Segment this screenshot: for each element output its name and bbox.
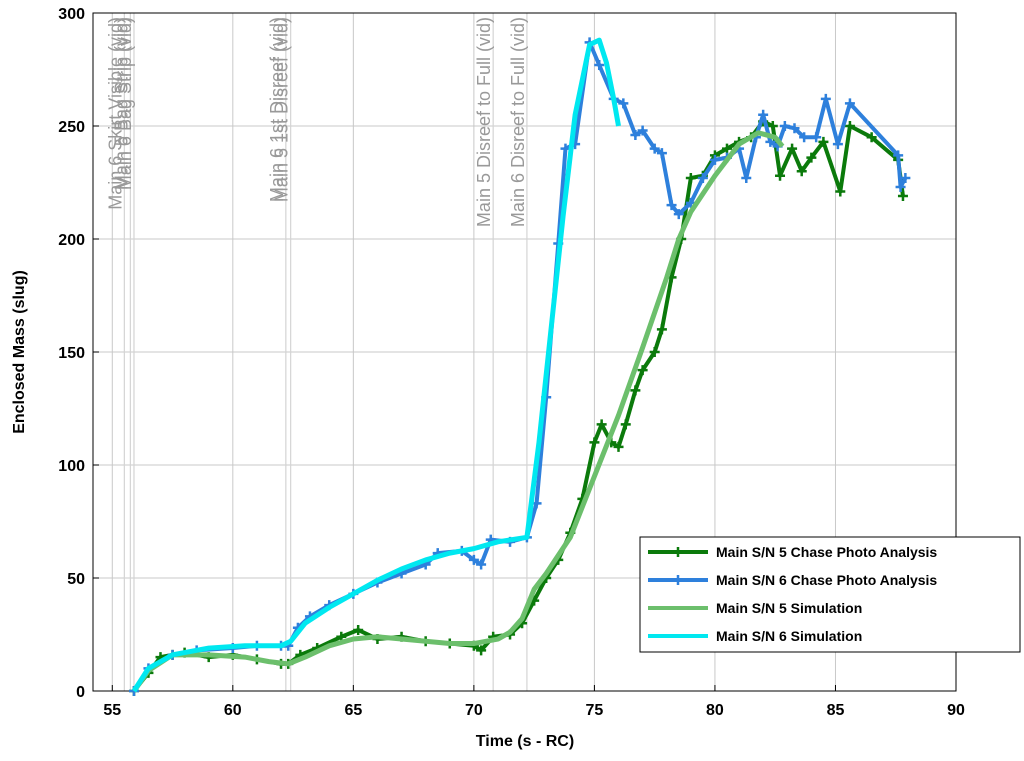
data-marker: [796, 166, 807, 177]
data-marker: [895, 182, 906, 193]
data-marker: [637, 365, 648, 376]
data-marker: [685, 172, 696, 183]
legend-marker: [673, 575, 683, 585]
data-marker: [787, 143, 798, 154]
data-marker: [820, 93, 831, 104]
legend-marker: [673, 547, 683, 557]
data-marker: [844, 121, 855, 131]
y-tick-label: 50: [67, 571, 85, 588]
data-marker: [656, 148, 667, 159]
data-marker: [758, 109, 769, 120]
legend-label: Main S/N 5 Chase Photo Analysis: [716, 544, 937, 560]
legend-box: [639, 536, 1021, 653]
data-marker: [721, 143, 732, 154]
x-tick-label: 75: [586, 702, 604, 719]
y-tick-label: 150: [58, 345, 85, 362]
data-marker: [767, 121, 778, 131]
event-label: Main 6 Bag Strip (vid): [115, 17, 135, 190]
legend-label: Main S/N 6 Simulation: [716, 628, 862, 644]
x-tick-label: 65: [344, 702, 362, 719]
x-axis-label: Time (s - RC): [476, 733, 574, 750]
data-marker: [476, 559, 487, 570]
data-marker: [866, 132, 877, 143]
series-line: [131, 130, 785, 693]
data-marker: [789, 123, 800, 134]
event-label: Main 5 Disreef to Full (vid): [474, 17, 494, 227]
data-marker: [656, 324, 667, 335]
x-tick-label: 90: [947, 702, 965, 719]
data-marker: [697, 172, 708, 183]
event-label: Main 6 Disreef to Full (vid): [508, 17, 528, 227]
data-marker: [353, 624, 364, 635]
x-tick-label: 70: [465, 702, 483, 719]
data-marker: [897, 191, 908, 202]
data-marker: [775, 170, 786, 181]
data-marker: [818, 136, 829, 147]
data-marker: [811, 132, 822, 143]
data-marker: [844, 98, 855, 109]
data-marker: [620, 419, 631, 430]
plot-frame: [92, 12, 957, 692]
data-marker: [900, 172, 911, 183]
data-marker: [594, 59, 605, 70]
x-tick-label: 60: [224, 702, 242, 719]
legend-label: Main S/N 5 Simulation: [716, 600, 862, 616]
data-marker: [468, 554, 479, 565]
x-tick-label: 55: [103, 702, 121, 719]
series-line: [131, 37, 621, 693]
data-marker: [893, 150, 904, 161]
data-marker: [630, 385, 641, 396]
data-marker: [806, 152, 817, 163]
y-tick-label: 300: [58, 6, 85, 23]
data-marker: [596, 419, 607, 430]
data-marker: [618, 98, 629, 109]
event-label: Main 6 1st Disreef (vid): [267, 17, 287, 202]
y-axis-label: Enclosed Mass (slug): [11, 270, 28, 434]
data-marker: [832, 139, 843, 150]
x-tick-label: 85: [827, 702, 845, 719]
event-label: Main 6 Skirt Visible (vid): [105, 17, 125, 210]
data-marker: [589, 437, 600, 448]
y-tick-label: 250: [58, 119, 85, 136]
data-marker: [637, 125, 648, 136]
y-tick-label: 200: [58, 232, 85, 249]
data-marker: [613, 441, 624, 452]
data-marker: [835, 186, 846, 197]
data-marker: [741, 172, 752, 183]
data-marker: [709, 154, 720, 165]
event-label: Main 5 1st Disreef (vid): [272, 17, 292, 202]
data-marker: [673, 209, 684, 220]
data-marker: [476, 645, 487, 656]
data-marker: [799, 132, 810, 143]
y-tick-label: 100: [58, 458, 85, 475]
legend-label: Main S/N 6 Chase Photo Analysis: [716, 572, 937, 588]
data-marker: [666, 200, 677, 211]
y-tick-label: 0: [76, 684, 85, 701]
data-marker: [649, 143, 660, 154]
data-marker: [779, 121, 790, 131]
data-marker: [630, 130, 641, 141]
event-label: Main 5 Bag Strip (vid): [111, 17, 131, 190]
data-marker: [649, 347, 660, 357]
x-tick-label: 80: [706, 702, 724, 719]
